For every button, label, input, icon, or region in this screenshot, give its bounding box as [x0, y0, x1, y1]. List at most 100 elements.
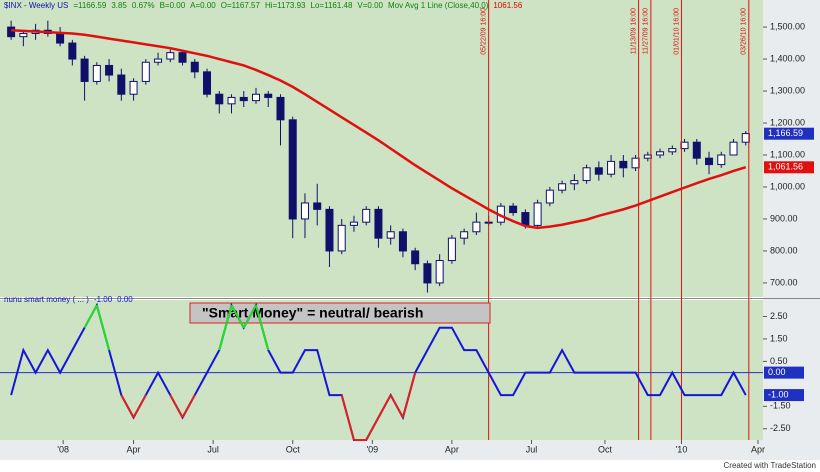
candle-body	[680, 141, 689, 150]
candle-body	[521, 212, 530, 226]
candle-body	[643, 154, 652, 159]
indicator-highlight	[95, 304, 111, 351]
candle-body	[411, 250, 420, 265]
y-tick-label: 1,500.00	[770, 21, 805, 31]
candle-body	[619, 160, 628, 169]
event-label: 03/26/10 16:00	[741, 8, 748, 55]
y-tick-label: -2.50	[770, 423, 791, 433]
footer: Created with TradeStation	[724, 461, 817, 470]
event-label: 11/27/09 16:00	[643, 8, 650, 54]
indicator-highlight	[83, 304, 98, 329]
candle-body	[313, 202, 322, 210]
candle-body	[80, 58, 89, 82]
candle-body	[435, 260, 444, 284]
y-tick-label: 1,200.00	[770, 117, 805, 127]
y-tick-label: 1,300.00	[770, 85, 805, 95]
candle-body	[276, 96, 285, 121]
indicator-highlight	[218, 304, 233, 351]
candle-body	[239, 96, 248, 102]
indicator-highlight	[242, 304, 257, 329]
x-tick-label: '10	[676, 444, 688, 454]
indicator-highlight	[365, 417, 380, 441]
candle-body	[7, 26, 16, 38]
candle-body	[300, 202, 309, 220]
header-text: -1.00	[94, 295, 113, 304]
header-text: $INX - Weekly US	[4, 1, 68, 10]
candle-body	[533, 202, 542, 226]
candle-body	[325, 208, 334, 252]
x-tick-label: Apr	[751, 444, 765, 454]
candle-body	[178, 52, 187, 63]
indicator-highlight	[255, 304, 270, 351]
event-label: 01/01/10 16:00	[673, 8, 680, 55]
price-pane	[0, 0, 763, 297]
indicator-highlight	[120, 394, 135, 419]
candle-body	[141, 61, 150, 82]
candle-body	[349, 221, 358, 226]
y-tick-label: 900.00	[770, 213, 798, 223]
candle-body	[129, 80, 138, 95]
candle-body	[215, 93, 224, 105]
candle-body	[607, 160, 616, 175]
x-tick-label: Apr	[127, 444, 141, 454]
candle-body	[631, 157, 640, 169]
header-text: O=1167.57	[221, 1, 261, 10]
x-tick-label: Oct	[598, 444, 613, 454]
event-label: 05/22/09 16:00	[480, 8, 487, 55]
candle-body	[594, 167, 603, 175]
last-value-label: 1,166.59	[768, 128, 803, 138]
indicator-highlight	[181, 394, 196, 419]
y-tick-label: 1,400.00	[770, 53, 805, 63]
indicator-highlight	[377, 394, 392, 419]
y-tick-label: 800.00	[770, 245, 798, 255]
candle-body	[472, 221, 481, 233]
reference-box	[764, 389, 804, 402]
indicator-highlight	[340, 394, 355, 441]
candle-body	[19, 32, 28, 38]
annotation-box	[189, 302, 491, 324]
indicator-highlight	[401, 372, 417, 418]
candle-body	[558, 183, 567, 191]
x-tick-label: Jul	[207, 444, 219, 454]
indicator-highlight	[389, 394, 404, 419]
header-text: 0.67%	[132, 1, 155, 10]
candle-body	[264, 93, 273, 98]
candle-body	[509, 205, 518, 214]
last-value-label: 1,061.56	[768, 162, 803, 172]
candle-body	[227, 96, 236, 105]
header-text: 0.00	[117, 295, 133, 304]
x-tick-label: '09	[366, 444, 378, 454]
header-text: Hi=1173.93	[265, 1, 306, 10]
header-text: nunu smart money ( ... )	[4, 295, 89, 304]
y-tick-label: 700.00	[770, 277, 798, 287]
candle-body	[68, 42, 77, 60]
y-tick-label: 1,100.00	[770, 149, 805, 159]
candle-body	[117, 74, 126, 95]
candle-body	[545, 189, 554, 204]
candle-body	[386, 231, 395, 239]
candle-body	[154, 58, 163, 63]
candle-body	[398, 231, 407, 252]
reference-box	[764, 366, 804, 379]
candle-body	[741, 133, 750, 143]
header-text: Lo=1161.48	[311, 1, 353, 10]
candle-body	[166, 52, 175, 60]
candle-body	[190, 61, 199, 73]
x-tick-label: Oct	[286, 444, 301, 454]
candle-body	[717, 154, 726, 166]
header-text: =1166.59	[73, 1, 107, 10]
indicator-highlight	[132, 394, 147, 419]
event-label: 11/13/09 16:00	[630, 8, 637, 54]
candle-body	[423, 263, 432, 284]
header-text: A=0.00	[190, 1, 216, 10]
indicator-highlight	[230, 304, 245, 329]
candle-body	[668, 148, 677, 153]
candle-body	[447, 237, 456, 262]
header-text: 1061.56	[493, 1, 522, 10]
y-tick-label: 1,000.00	[770, 181, 805, 191]
header-text: V=0.00	[357, 1, 383, 10]
candle-body	[692, 141, 701, 159]
candle-body	[252, 93, 260, 102]
last-value-box	[764, 161, 814, 174]
